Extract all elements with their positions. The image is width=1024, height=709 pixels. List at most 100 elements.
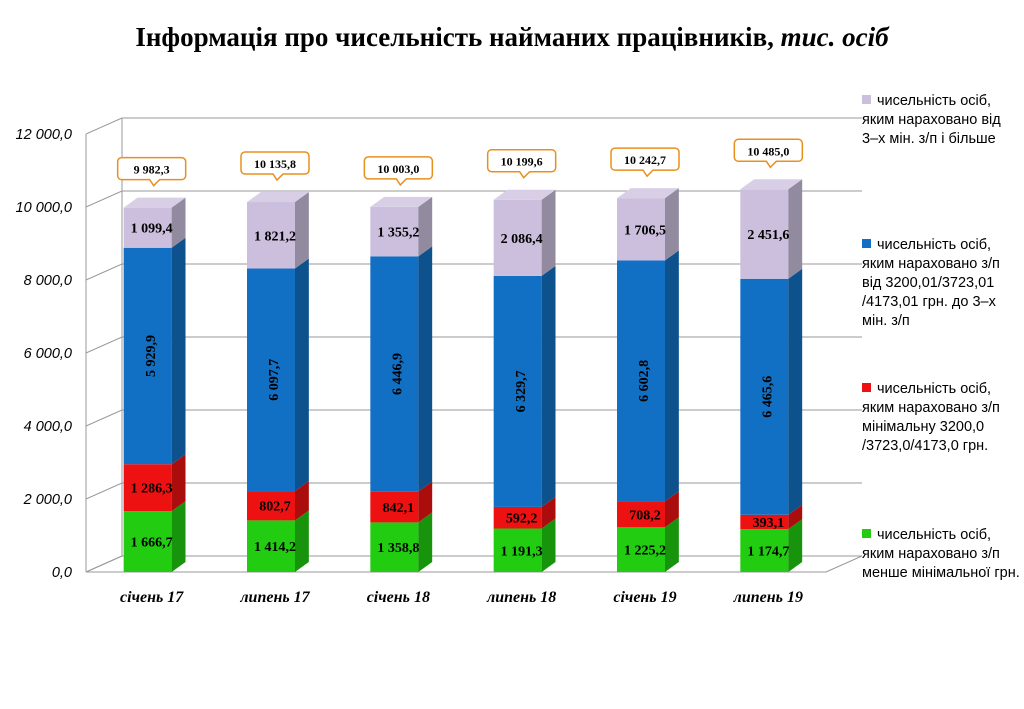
bar-top-face <box>740 179 803 190</box>
data-label: 708,2 <box>629 508 661 523</box>
bar-segment-front <box>370 491 419 523</box>
bar-segment-front <box>247 202 295 269</box>
total-label: 9 982,3 <box>134 163 170 177</box>
bar-top-face <box>617 188 679 199</box>
bar-segment-side <box>171 197 186 248</box>
floor-right-edge <box>825 555 863 573</box>
bar-segment-front <box>493 506 542 529</box>
legend-swatch-lilac <box>862 95 871 104</box>
bar-segment-side <box>541 189 556 276</box>
data-label: 1 174,7 <box>747 545 789 560</box>
data-label: 1 706,5 <box>624 223 666 238</box>
bar-segment-front <box>740 514 789 530</box>
bar-segment-side <box>418 196 433 257</box>
data-label: 1 225,2 <box>624 544 666 559</box>
bar-segment-side <box>295 481 309 521</box>
bar-segment-front <box>617 501 665 528</box>
bar-segment-side <box>788 268 803 515</box>
bar-segment-side <box>171 237 186 465</box>
x-category-label: липень 17 <box>239 589 310 606</box>
y-tick-label: 10 000,0 <box>16 200 72 216</box>
bar-stack-4: 1 191,3 592,2 6 329,7 2 086,4 10 199,6 <box>486 148 557 572</box>
total-label: 10 135,8 <box>254 157 296 171</box>
y-tick-label: 12 000,0 <box>16 127 72 143</box>
bar-segment-side <box>418 512 433 572</box>
bar-segment-front <box>493 528 542 572</box>
bar-segment-front <box>493 199 542 276</box>
bar-top-face <box>247 192 309 203</box>
legend-item-below-minimum: чисельність осіб, яким нараховано з/п ме… <box>862 526 1020 583</box>
bar-segment-front <box>493 275 542 507</box>
y-tick-label: 0,0 <box>52 565 72 581</box>
data-label: 1 099,4 <box>131 222 173 237</box>
data-label: 5 929,9 <box>144 335 159 377</box>
data-label: 2 451,6 <box>747 228 789 243</box>
bar-segment-side <box>418 481 433 523</box>
bar-segment-front <box>370 206 419 257</box>
bar-segment-front <box>123 247 172 465</box>
data-label: 6 465,6 <box>761 376 776 418</box>
bar-segment-side <box>295 510 309 572</box>
total-callout-box <box>116 156 187 187</box>
bar-segment-front <box>617 198 665 261</box>
total-label: 10 242,7 <box>624 153 666 167</box>
total-label: 10 003,0 <box>377 162 419 176</box>
bar-segment-front <box>123 511 172 572</box>
x-category-label: липень 18 <box>486 589 556 606</box>
bar-stack-1: 1 666,7 1 286,3 5 929,9 1 099,4 9 982,3 <box>116 156 187 572</box>
total-callout-box <box>610 147 680 178</box>
bar-stack-2: 1 414,2 802,7 6 097,7 1 821,2 10 135,8 <box>240 151 310 572</box>
legend-label-minimum-wage: чисельність осіб, яким нараховано з/п мі… <box>862 381 1000 454</box>
total-callout-box <box>363 156 434 187</box>
bar-segment-side <box>665 188 679 261</box>
bar-segment-side <box>541 265 556 507</box>
gridline-side <box>85 190 123 208</box>
x-category-label: липень 19 <box>733 589 803 606</box>
bar-segment-front <box>370 522 419 572</box>
data-label: 6 329,7 <box>514 370 529 412</box>
gridline-side <box>85 117 123 135</box>
bar-segment-front <box>247 268 295 492</box>
legend-item-high-earners: чисельність осіб, яким нараховано від 3–… <box>862 92 1020 149</box>
bar-top-face <box>370 196 433 207</box>
legend-label-below-minimum: чисельність осіб, яким нараховано з/п ме… <box>862 527 1020 581</box>
y-tick-label: 2 000,0 <box>23 492 72 508</box>
legend-swatch-red <box>862 383 871 392</box>
bar-stack-6: 1 174,7 393,1 6 465,6 2 451,6 10 485,0 <box>733 138 804 572</box>
bar-segment-side <box>295 192 309 269</box>
bar-segment-side <box>665 491 679 528</box>
total-label: 10 199,6 <box>501 155 543 169</box>
data-label: 1 414,2 <box>254 540 296 555</box>
y-tick-label: 6 000,0 <box>24 346 72 362</box>
bar-segment-side <box>418 246 433 492</box>
bar-segment-side <box>788 504 803 530</box>
gridline-side <box>85 336 123 354</box>
gridline-side <box>85 409 123 427</box>
bar-segment-front <box>247 520 295 572</box>
legend-swatch-blue <box>862 239 871 248</box>
total-callout-box <box>240 151 310 182</box>
data-label: 1 191,3 <box>501 544 543 559</box>
bar-segment-front <box>740 529 789 572</box>
bar-segment-side <box>541 518 556 572</box>
bar-segment-front <box>247 491 295 521</box>
chart-title-unit: тис. осіб <box>780 22 889 52</box>
x-category-label: січень 19 <box>613 589 676 606</box>
bar-top-face <box>493 189 556 200</box>
data-label: 393,1 <box>753 516 785 531</box>
bar-segment-side <box>788 179 803 279</box>
bar-segment-side <box>171 454 186 512</box>
data-label: 802,7 <box>259 500 291 515</box>
bar-top-face <box>123 197 186 208</box>
gridline-side <box>85 482 123 500</box>
gridline-side <box>85 263 123 281</box>
total-callout-box <box>486 148 557 179</box>
legend-item-minimum-wage: чисельність осіб, яким нараховано з/п мі… <box>862 380 1020 456</box>
data-label: 1 666,7 <box>131 536 173 551</box>
data-label: 592,2 <box>506 512 538 527</box>
data-label: 6 446,9 <box>391 353 406 395</box>
chart-title-main: Інформація про чисельність найманих прац… <box>135 22 774 52</box>
data-label: 6 097,7 <box>267 359 282 401</box>
bar-segment-front <box>123 464 172 512</box>
bar-segment-front <box>370 256 419 492</box>
